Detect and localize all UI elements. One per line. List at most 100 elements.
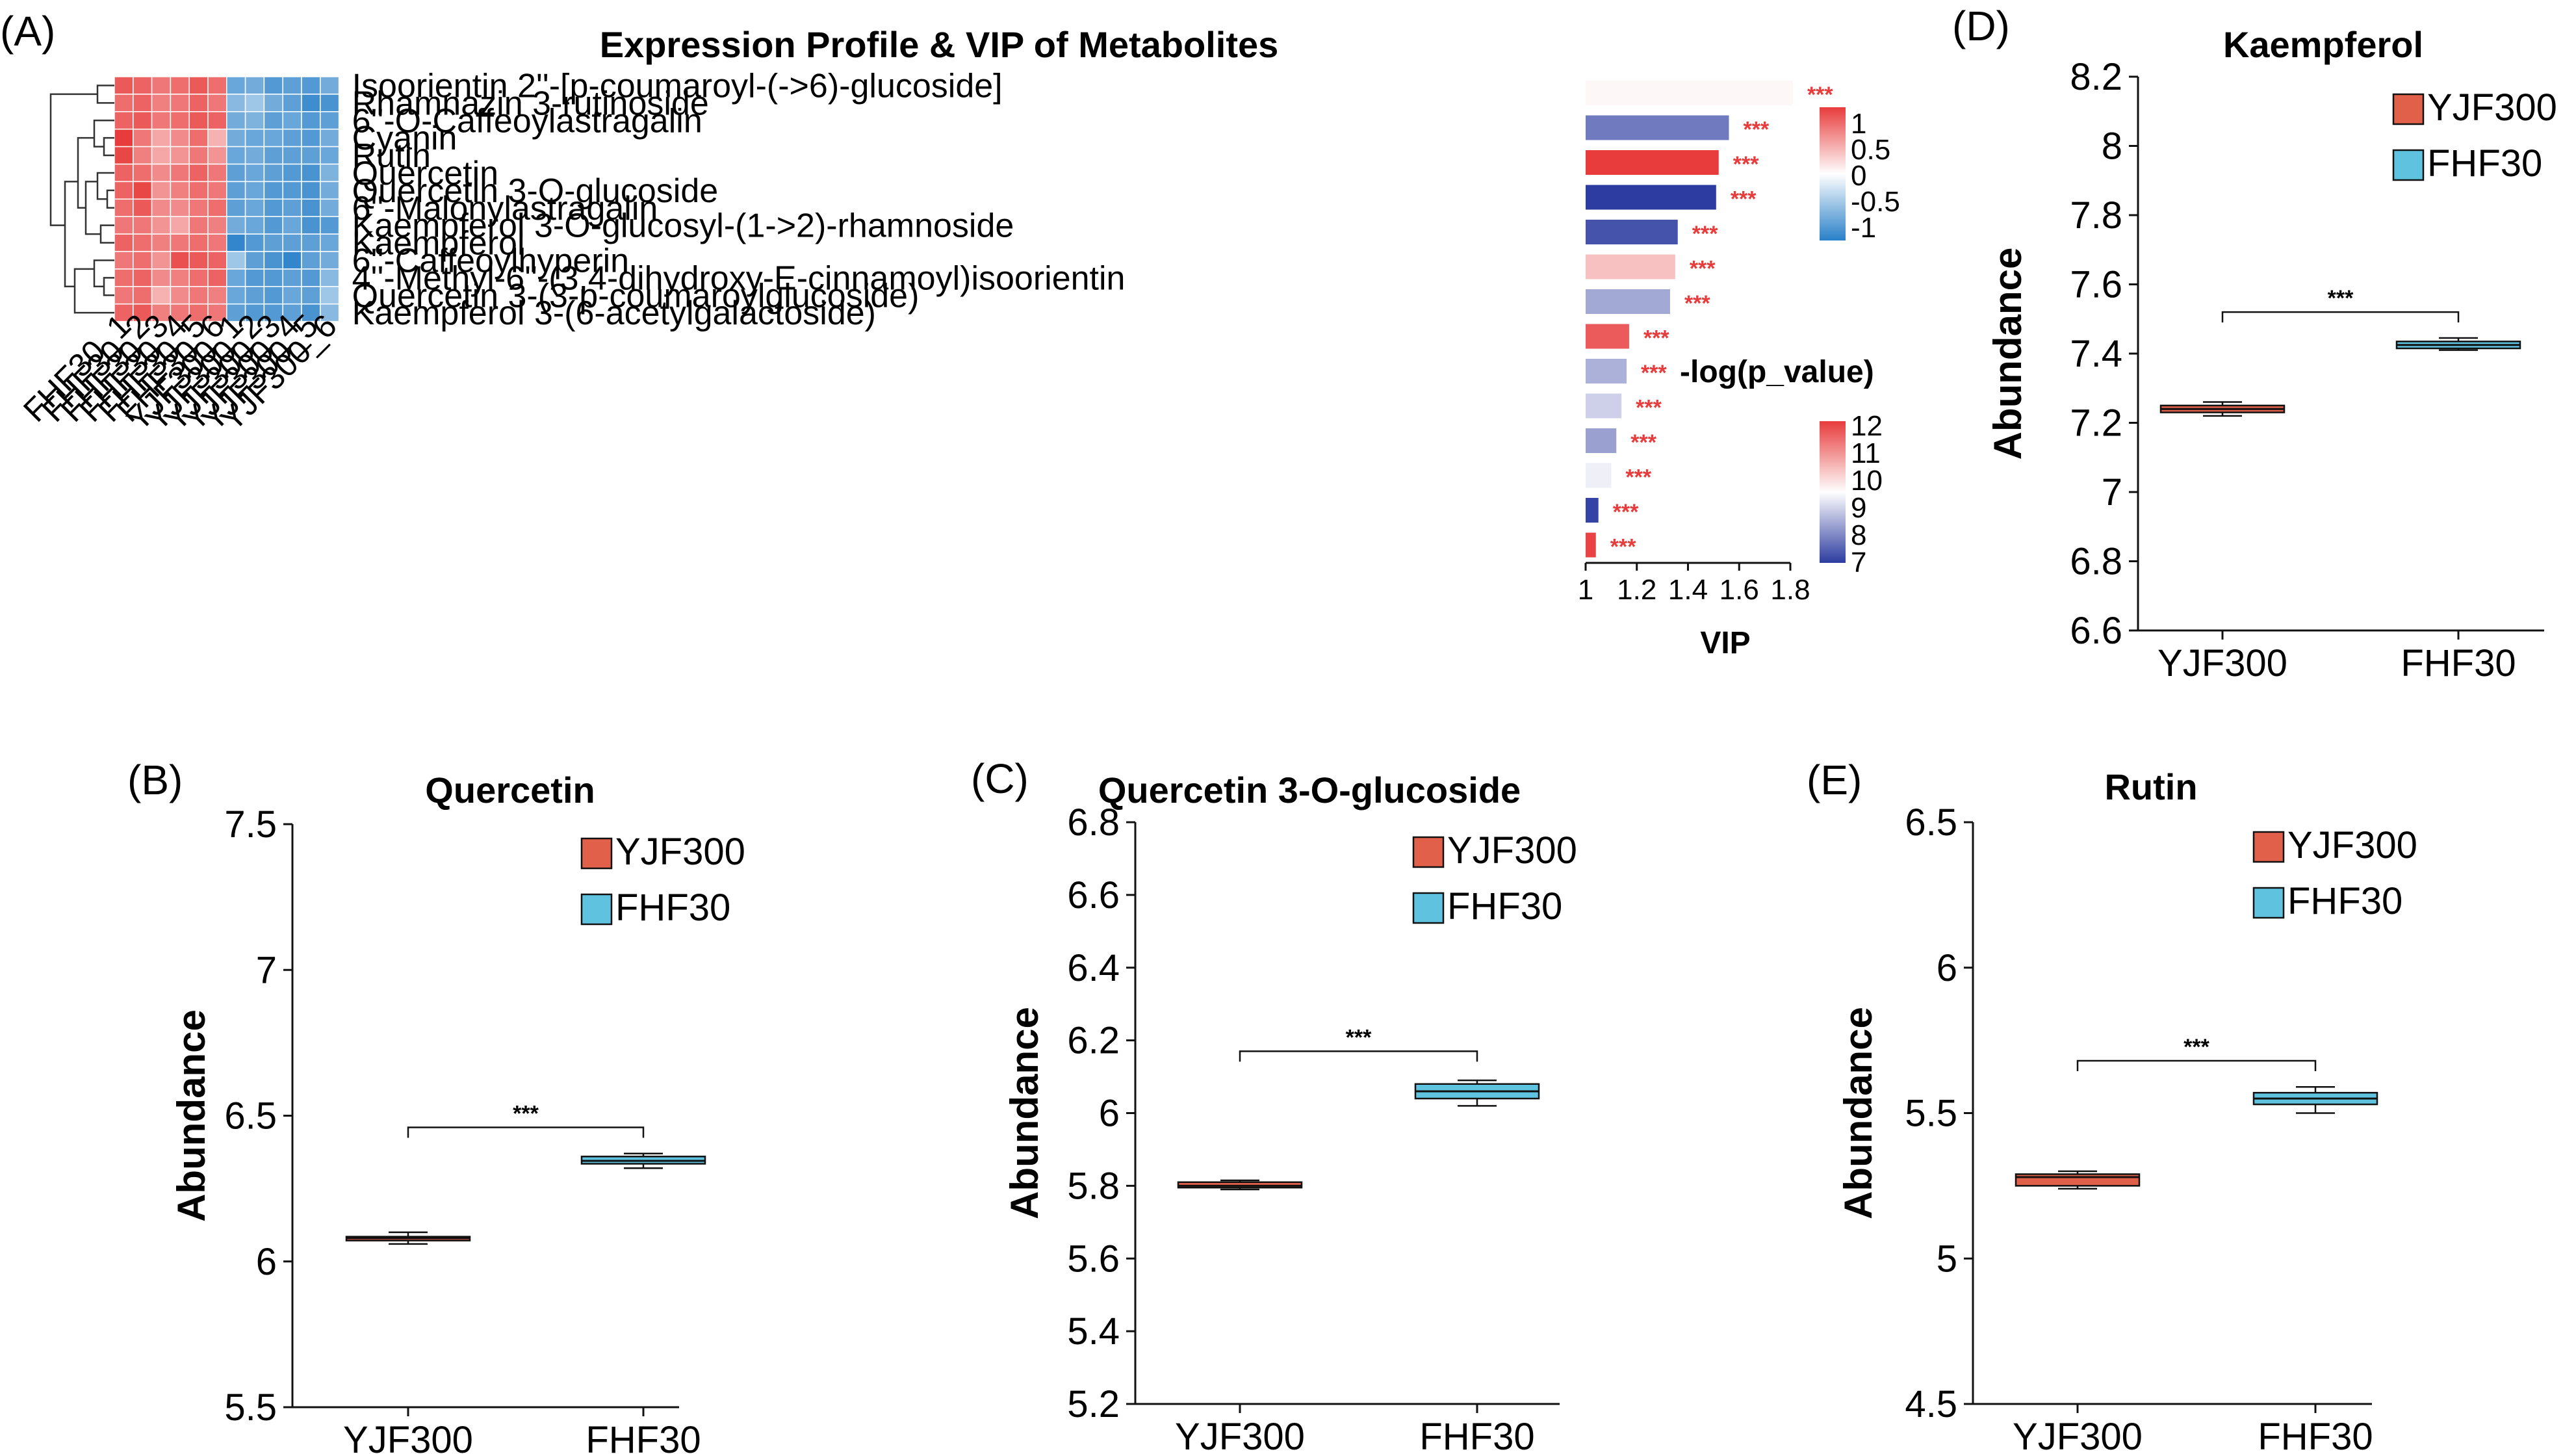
x-tick-label: YJF300 — [2013, 1416, 2143, 1454]
heatmap-cell — [320, 286, 340, 305]
heatmap-cell — [151, 146, 172, 165]
y-tick-label: 5.5 — [224, 1386, 277, 1429]
heatmap-cell — [244, 198, 265, 217]
heatmap-cell — [226, 251, 246, 270]
vip-bar — [1586, 115, 1729, 140]
heatmap-cell — [320, 181, 340, 200]
heatmap-row-label: Quercetin 3-O-glucoside — [352, 172, 719, 210]
x-tick-label: FHF30 — [2401, 642, 2516, 684]
heatmap-row-label: Kaempferol 3-O-glucosyl-(1->2)-rhamnosid… — [352, 207, 1014, 245]
heatmap-row-label: 6''-Caffeoylhyperin — [352, 242, 629, 279]
y-tick-label: 6.8 — [2070, 541, 2122, 583]
vip-bar — [1586, 185, 1716, 210]
heatmap-cell — [133, 111, 153, 130]
heatmap-row-label: Quercetin 3-(3-p-coumaroylglucoside) — [352, 277, 920, 315]
heatmap-cell — [151, 233, 172, 252]
heatmap-cell — [282, 198, 302, 217]
heatmap-color-legend — [1820, 107, 1846, 240]
heatmap-row-label: 6''-O-Caffeoylastragalin — [352, 102, 702, 140]
y-tick-label: 6.4 — [1067, 947, 1120, 989]
y-tick-label: 7.8 — [2070, 194, 2122, 237]
legend-swatch — [2392, 149, 2425, 181]
heatmap-cell — [188, 76, 209, 95]
heatmap-cell — [114, 268, 134, 287]
heatmap-cell — [207, 76, 227, 95]
heatmap-cell — [151, 163, 172, 183]
heatmap-cell — [226, 303, 246, 322]
vip-significance: *** — [1744, 118, 1770, 142]
heatmap-cell — [114, 216, 134, 235]
heatmap-cell — [244, 216, 265, 235]
heatmap-cell — [226, 268, 246, 287]
heatmap-cell — [151, 76, 172, 95]
heatmap-cell — [170, 128, 190, 148]
heatmap-cell — [320, 198, 340, 217]
heatmap-cell — [263, 146, 283, 165]
box-fhf30 — [2395, 337, 2521, 351]
heatmap-cell — [170, 286, 190, 305]
heatmap-cell — [263, 76, 283, 95]
heatmap-cell — [114, 146, 134, 165]
legend-label: YJF300 — [1447, 829, 1577, 872]
heatmap-cell — [263, 268, 283, 287]
heatmap-cell — [320, 146, 340, 165]
heatmap-cell — [226, 94, 246, 112]
heatmap-cell — [188, 181, 209, 200]
heatmap-legend-tick: 0 — [1851, 160, 1866, 192]
heatmap-cell — [226, 198, 246, 217]
heatmap-cell — [244, 111, 265, 130]
heatmap-cell — [320, 216, 340, 235]
heatmap-title: Expression Profile & VIP of Metabolites — [600, 24, 1279, 65]
heatmap-cell — [244, 303, 265, 322]
x-tick-label: YJF300 — [2157, 642, 2287, 684]
heatmap-cell — [170, 216, 190, 235]
heatmap-cell — [207, 181, 227, 200]
vip-significance: *** — [1733, 152, 1759, 177]
heatmap-cell — [282, 128, 302, 148]
dendrogram-branch — [49, 93, 97, 226]
heatmap-cell — [226, 128, 246, 148]
heatmap-cell — [188, 94, 209, 112]
heatmap-cell — [133, 233, 153, 252]
vip-significance: *** — [1641, 361, 1667, 385]
heatmap-cell — [263, 128, 283, 148]
heatmap-cell — [244, 268, 265, 287]
heatmap-cell — [114, 181, 134, 200]
legend-label: FHF30 — [1447, 885, 1562, 928]
heatmap-cell — [188, 163, 209, 183]
box-body — [2015, 1173, 2141, 1187]
heatmap-cell — [320, 76, 340, 95]
vip-bar — [1586, 324, 1629, 349]
heatmap-cell — [320, 111, 340, 130]
heatmap-cell — [244, 181, 265, 200]
vip-bar — [1586, 532, 1596, 558]
x-tick-label: FHF30 — [586, 1419, 701, 1454]
vip-bar — [1586, 220, 1678, 244]
dendrogram-branch — [64, 181, 78, 288]
dendrogram-branch — [93, 259, 114, 288]
dendrogram-branch — [106, 189, 114, 209]
heatmap-cell — [170, 251, 190, 270]
heatmap-cell — [263, 198, 283, 217]
heatmap-cell — [133, 198, 153, 217]
heatmap-cell — [170, 233, 190, 252]
y-tick-label: 5.6 — [1067, 1238, 1120, 1280]
heatmap-cell — [301, 146, 321, 165]
heatmap-cell — [301, 233, 321, 252]
vip-significance: *** — [1684, 291, 1710, 316]
heatmap-cell — [151, 198, 172, 217]
heatmap-cell — [226, 146, 246, 165]
pvalue-legend-tick: 10 — [1851, 465, 1883, 497]
heatmap-cell — [114, 198, 134, 217]
vip-significance: *** — [1692, 222, 1718, 246]
dendrogram-branch — [96, 84, 114, 104]
y-tick-label: 5.5 — [1905, 1093, 1957, 1135]
y-axis-label: Abundance — [170, 1009, 213, 1222]
heatmap-cell — [170, 181, 190, 200]
heatmap-cell — [244, 251, 265, 270]
heatmap-cell — [301, 76, 321, 95]
vip-x-tick-label: 1.8 — [1770, 574, 1810, 606]
vip-significance: *** — [1630, 430, 1656, 455]
heatmap-cell — [133, 216, 153, 235]
heatmap-row-label: 4''-Methyl-6''-(3,4-dihydroxy-E-cinnamoy… — [352, 259, 1126, 297]
